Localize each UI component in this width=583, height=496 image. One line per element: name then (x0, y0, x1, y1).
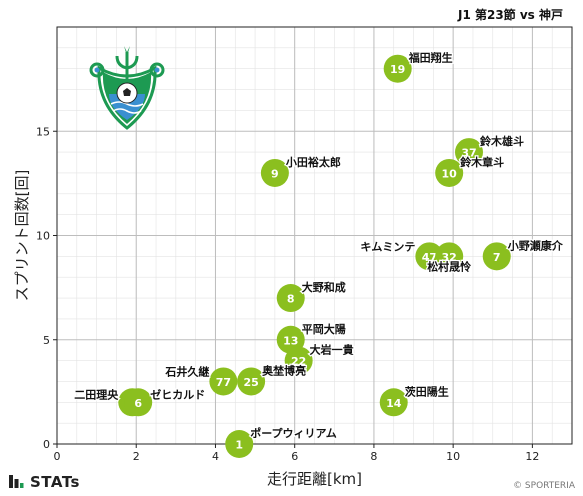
y-axis-label: スプリント回数[回] (13, 170, 31, 302)
x-tick-label: 12 (525, 450, 539, 463)
point-number: 7 (493, 251, 501, 264)
player-name-label: 石井久継 (164, 364, 209, 378)
data-point (482, 242, 511, 271)
y-tick-label: 5 (43, 334, 50, 347)
x-tick-label: 8 (370, 450, 377, 463)
x-axis-label: 走行距離[km] (267, 470, 362, 488)
player-name-label: 鈴木雄斗 (480, 134, 524, 148)
player-name-label: 福田翔生 (408, 51, 453, 65)
player-name-label: 二田理央 (74, 387, 119, 401)
player-name-label: 小野瀬康介 (507, 238, 564, 252)
brand-name: STATs (30, 473, 80, 491)
data-point (284, 346, 313, 375)
data-point (225, 430, 254, 458)
point-number: 25 (243, 376, 258, 389)
data-point (237, 367, 266, 396)
y-tick-label: 0 (43, 438, 50, 451)
player-name-label: 平岡大陽 (302, 322, 346, 336)
data-point (455, 138, 483, 167)
x-tick-label: 6 (291, 450, 298, 463)
bar-chart-icon (9, 475, 24, 488)
point-number: 22 (291, 355, 306, 368)
data-point (276, 284, 305, 313)
data-point (260, 158, 289, 187)
point-number: 37 (461, 147, 476, 160)
player-name-label: 鈴木章斗 (460, 155, 504, 169)
data-point (383, 54, 412, 83)
point-number: 6 (134, 397, 142, 410)
player-name-label: キムミンテ (360, 240, 415, 253)
player-name-label: 大野和成 (302, 280, 346, 294)
y-tick-label: 15 (36, 125, 50, 138)
point-number: 1 (235, 439, 243, 452)
point-number: 13 (283, 334, 298, 347)
points-layer: 193710947327813227725726141 (118, 54, 511, 458)
axis-layer: 0 2 4 6 8 10 12 0 5 10 15 走行距離[km] スプリント回数[回] (13, 26, 573, 488)
data-point (435, 242, 464, 271)
player-name-label: 松村晟怜 (427, 259, 471, 273)
point-number: 32 (442, 251, 457, 264)
data-point (435, 158, 464, 187)
data-point (209, 367, 238, 396)
data-point (415, 242, 444, 271)
point-number: 9 (271, 167, 279, 180)
point-number: 47 (422, 251, 437, 264)
club-emblem-icon (89, 46, 165, 130)
x-tick-label: 0 (54, 450, 61, 463)
point-number: 8 (287, 293, 295, 306)
x-tick-label: 10 (446, 450, 460, 463)
point-number: 19 (390, 63, 405, 76)
point-number: 10 (442, 167, 458, 180)
data-point (124, 388, 153, 417)
point-number: 14 (386, 397, 402, 410)
player-name-label: 大岩一貴 (310, 343, 354, 357)
player-name-label: ポープウィリアム (250, 426, 337, 440)
x-tick-label: 4 (212, 450, 219, 463)
player-name-label: ゼヒカルド (150, 387, 205, 401)
point-number: 77 (216, 376, 231, 389)
copyright-notice: © SPORTERIA (513, 481, 575, 491)
x-tick-label: 2 (133, 450, 140, 463)
y-tick-label: 10 (36, 230, 50, 243)
player-name-label: 小田裕太郎 (285, 155, 341, 169)
match-title: J1 第23節 vs 神戸 (457, 8, 563, 22)
player-name-label: 奥埜博亮 (261, 363, 306, 377)
player-name-label: 茨田陽生 (405, 384, 449, 398)
data-point (379, 388, 408, 417)
brand-logo: STATs (8, 473, 80, 491)
